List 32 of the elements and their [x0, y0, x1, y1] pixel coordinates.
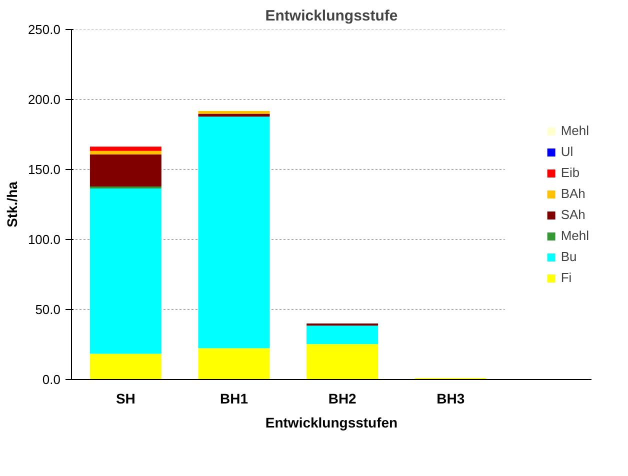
legend-label: Mehl — [560, 123, 589, 138]
y-tick-label: 200.0 — [28, 92, 61, 107]
legend-label: Mehl — [560, 228, 589, 243]
y-tick-label: 150.0 — [28, 162, 61, 177]
y-tick-label: 250.0 — [28, 22, 61, 37]
x-tick-label: BH1 — [220, 390, 248, 406]
bar — [306, 344, 378, 380]
bar — [198, 110, 270, 114]
x-axis-title: Entwicklungsstufen — [265, 414, 398, 430]
y-tick-label: 100.0 — [28, 232, 61, 247]
bar — [306, 326, 378, 344]
x-tick-label: SH — [116, 390, 136, 406]
legend-label: Eib — [560, 165, 581, 180]
legend-label: SAh — [560, 207, 586, 222]
bar — [90, 354, 162, 380]
legend-label: Fi — [560, 270, 573, 285]
y-axis-title: Stk./ha — [4, 181, 20, 228]
y-tick-label: 0.0 — [42, 372, 61, 387]
bar — [198, 348, 270, 380]
bar — [90, 150, 162, 155]
bar — [90, 154, 162, 186]
bar — [90, 186, 162, 189]
legend-label: Ul — [560, 144, 574, 159]
legend-label: BAh — [560, 186, 586, 201]
x-tick-label: BH2 — [328, 390, 357, 406]
legend-label: Bu — [560, 249, 578, 264]
bar — [198, 116, 270, 348]
bar — [90, 188, 162, 354]
x-tick-label: BH3 — [436, 390, 465, 406]
y-tick-label: 50.0 — [35, 302, 61, 317]
chart-title: Entwicklungsstufe — [265, 8, 398, 24]
bar — [90, 146, 162, 151]
